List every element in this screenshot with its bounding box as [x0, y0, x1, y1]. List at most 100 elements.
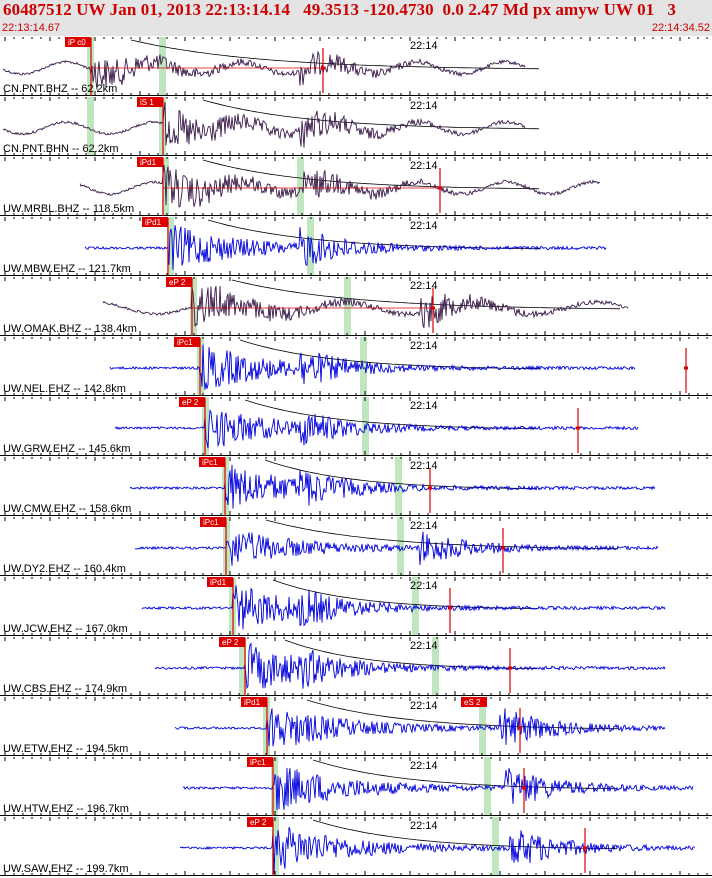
seismogram-plot[interactable]: 22:14 iP c0 CN.PNT.BHZ -- 62.2km 22:14 iS 1 C… — [0, 36, 712, 878]
event-title: 60487512 UW Jan 01, 2013 22:13:14.14 49.… — [3, 0, 676, 19]
trace-panel[interactable]: 22:14 iPd1 UW.MBW.EHZ -- 121.7km — [0, 217, 712, 276]
pick-label: iS 1 — [140, 98, 154, 107]
pick-label: iPc1 — [203, 518, 219, 527]
trace-panel[interactable]: 22:14 eP 2 UW.CBS.EHZ -- 174.9km — [0, 637, 712, 696]
pick-flag[interactable] — [179, 397, 205, 407]
time-marker-label: 22:14 — [410, 700, 438, 712]
coda-decay-curve — [239, 339, 541, 370]
waveform — [109, 344, 636, 390]
station-label: CN.PNT.BHN -- 62.2km — [3, 143, 119, 155]
pick-flag[interactable] — [65, 37, 91, 47]
pick-flag[interactable] — [199, 457, 225, 467]
trace-panel[interactable]: 22:14 iPc1 UW.CMW.EHZ -- 158.6km — [0, 457, 712, 516]
pick-flag[interactable] — [174, 337, 200, 347]
waveform — [2, 102, 526, 148]
time-ticks — [4, 517, 708, 575]
coda-decay-curve — [130, 39, 540, 70]
waveform — [102, 285, 629, 328]
trace-panel[interactable]: 22:14 eP 2 UW.OMAK.BHZ -- 138.4km — [0, 277, 712, 336]
station-label: UW.CBS.EHZ -- 174.9km — [3, 683, 127, 695]
pick-label: eP 2 — [250, 818, 267, 827]
pick-flag[interactable] — [166, 277, 192, 287]
time-marker-label: 22:14 — [410, 580, 438, 592]
coda-window-marker — [297, 157, 304, 215]
trace-panel[interactable]: 22:14 iS 1 CN.PNT.BHN -- 62.2km — [0, 97, 712, 156]
time-ticks — [4, 37, 708, 95]
time-ticks — [4, 457, 708, 515]
time-ticks — [4, 817, 708, 875]
coda-decay-curve — [284, 639, 537, 670]
waveform — [79, 164, 601, 208]
time-ticks — [4, 577, 708, 635]
station-label: CN.PNT.BHZ -- 62.2km — [3, 83, 117, 95]
trace-panel[interactable]: 22:14 iPc1 UW.DY2.EHZ -- 160.4km — [0, 517, 712, 576]
pick-flag[interactable] — [241, 697, 267, 707]
pick-label: iPc1 — [202, 458, 218, 467]
pick-flag[interactable] — [207, 577, 233, 587]
coda-window-marker — [492, 817, 499, 875]
time-marker-label: 22:14 — [410, 100, 438, 112]
s-pick-flag[interactable] — [461, 697, 487, 707]
time-marker-label: 22:14 — [410, 280, 438, 292]
pick-label: iPd1 — [140, 158, 157, 167]
station-label: UW.MBW.EHZ -- 121.7km — [3, 263, 131, 275]
pick-flag[interactable] — [137, 97, 163, 107]
trace-panel[interactable]: 22:14 iPc1 UW.HTW.EHZ -- 196.7km — [0, 757, 712, 816]
pick-label: iPc1 — [250, 758, 266, 767]
waveform — [134, 531, 659, 566]
pick-flag[interactable] — [142, 217, 168, 227]
time-ticks — [4, 277, 708, 335]
pick-flag[interactable] — [200, 517, 226, 527]
trace-panel[interactable]: 22:14 iPd1 UW.JCW.EHZ -- 167.0km — [0, 577, 712, 636]
coda-window-marker — [395, 457, 402, 515]
station-label: UW.HTW.EHZ -- 196.7km — [3, 803, 129, 815]
trace-panel[interactable]: 22:14 iPd1 UW.MRBL.BHZ -- 118.5km — [0, 157, 712, 216]
station-label: UW.OMAK.BHZ -- 138.4km — [3, 323, 137, 335]
coda-decay-curve — [202, 159, 540, 190]
time-marker-label: 22:14 — [410, 520, 438, 532]
coda-decay-curve — [264, 459, 537, 490]
waveform — [84, 225, 607, 270]
time-ticks — [4, 757, 708, 815]
coda-window-marker — [167, 217, 174, 275]
time-marker-label: 22:14 — [410, 340, 438, 352]
trace-panel[interactable]: 22:14 iPd1 eS 2 UW.ETW.EHZ -- 194.5km — [0, 697, 712, 756]
trace-panel[interactable]: 22:14 eP 2 UW.GRW.EHZ -- 145.6km — [0, 397, 712, 456]
station-label: UW.NEL.EHZ -- 142.8km — [3, 383, 126, 395]
waveform — [114, 408, 639, 449]
trace-panel[interactable]: 22:14 iP c0 CN.PNT.BHZ -- 62.2km — [0, 37, 712, 96]
coda-decay-curve — [312, 759, 617, 790]
coda-window-marker — [87, 97, 94, 155]
coda-window-marker — [190, 277, 197, 335]
coda-window-marker — [344, 277, 351, 335]
pick-label: eP 2 — [182, 398, 199, 407]
event-header: 60487512 UW Jan 01, 2013 22:13:14.14 49.… — [0, 0, 712, 36]
waveform — [141, 585, 666, 630]
pick-flag[interactable] — [137, 157, 163, 167]
coda-decay-curve — [306, 699, 620, 730]
time-marker-label: 22:14 — [410, 760, 438, 772]
waveform — [129, 464, 656, 509]
time-ticks — [4, 637, 708, 695]
time-marker-label: 22:14 — [410, 40, 438, 52]
trace-panel[interactable]: 22:14 iPc1 UW.NEL.EHZ -- 142.8km — [0, 337, 712, 396]
coda-window-marker — [271, 757, 278, 815]
coda-window-marker — [397, 517, 404, 575]
pick-label: iP c0 — [68, 38, 86, 47]
trace-panel[interactable]: 22:14 eP 2 UW.SAW.EHZ -- 199.7km — [0, 817, 712, 876]
time-ticks — [4, 697, 708, 755]
pick-label: eP 2 — [222, 638, 239, 647]
pick-flag[interactable] — [219, 637, 245, 647]
pick-label: eP 2 — [169, 278, 186, 287]
pick-flag[interactable] — [247, 817, 273, 827]
end-time: 22:14:34.52 — [651, 22, 710, 34]
waveform — [174, 708, 666, 747]
pick-label: iPd1 — [210, 578, 227, 587]
station-label: UW.JCW.EHZ -- 167.0km — [3, 623, 128, 635]
coda-window-marker — [479, 697, 486, 755]
time-marker-label: 22:14 — [410, 220, 438, 232]
pick-flag[interactable] — [247, 757, 273, 767]
waveform — [180, 826, 695, 874]
time-marker-label: 22:14 — [410, 400, 438, 412]
coda-window-marker — [360, 337, 367, 395]
